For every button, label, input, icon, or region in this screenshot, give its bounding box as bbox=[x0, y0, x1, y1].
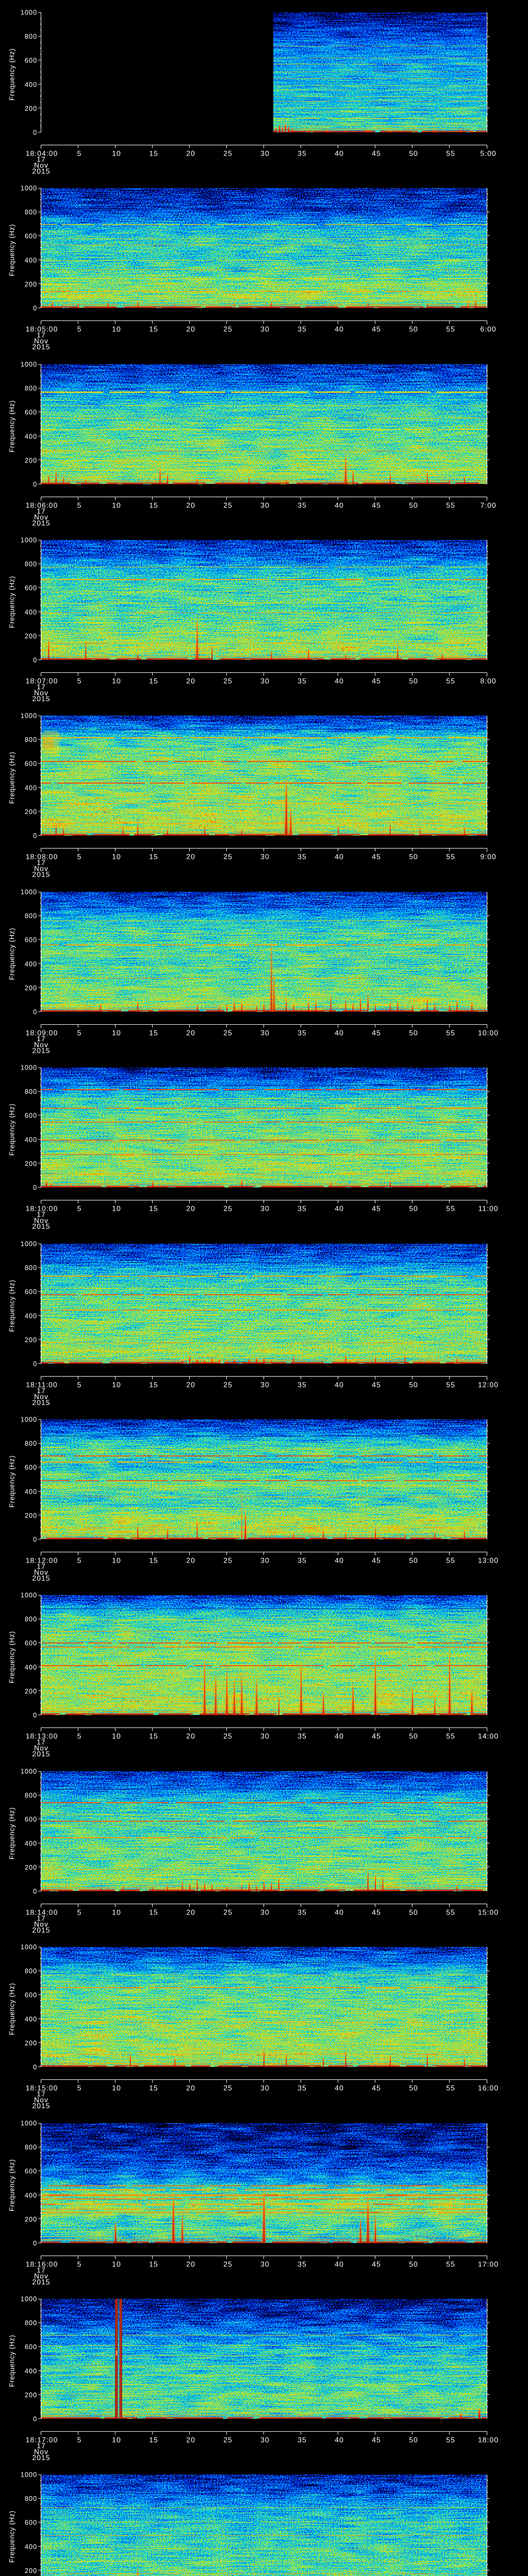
svg-text:2015: 2015 bbox=[32, 167, 50, 175]
svg-text:13:00: 13:00 bbox=[478, 1556, 499, 1565]
svg-text:2015: 2015 bbox=[32, 1046, 50, 1055]
svg-text:18:14:00: 18:14:00 bbox=[26, 1908, 58, 1917]
svg-text:7:00: 7:00 bbox=[480, 501, 496, 510]
svg-text:17: 17 bbox=[37, 2090, 46, 2098]
svg-text:Nov: Nov bbox=[34, 2096, 48, 2104]
svg-text:2015: 2015 bbox=[32, 870, 50, 878]
svg-text:2015: 2015 bbox=[32, 519, 50, 527]
svg-text:17: 17 bbox=[37, 507, 46, 515]
svg-text:18:13:00: 18:13:00 bbox=[26, 1732, 58, 1740]
svg-text:18:16:00: 18:16:00 bbox=[26, 2260, 58, 2268]
svg-text:Nov: Nov bbox=[34, 1041, 48, 1049]
svg-text:18:17:00: 18:17:00 bbox=[26, 2436, 58, 2444]
svg-text:18:08:00: 18:08:00 bbox=[26, 853, 58, 861]
svg-text:Nov: Nov bbox=[34, 513, 48, 521]
svg-text:17: 17 bbox=[37, 155, 46, 163]
svg-text:2015: 2015 bbox=[32, 2102, 50, 2110]
svg-text:18:10:00: 18:10:00 bbox=[26, 1205, 58, 1213]
svg-text:17:00: 17:00 bbox=[478, 2260, 499, 2268]
svg-text:Nov: Nov bbox=[34, 1920, 48, 1928]
svg-text:14:00: 14:00 bbox=[478, 1732, 499, 1740]
svg-text:Nov: Nov bbox=[34, 1393, 48, 1401]
svg-text:17: 17 bbox=[37, 1035, 46, 1043]
svg-text:17: 17 bbox=[37, 683, 46, 691]
svg-text:11:00: 11:00 bbox=[478, 1205, 499, 1213]
svg-text:Nov: Nov bbox=[34, 1744, 48, 1752]
svg-text:Nov: Nov bbox=[34, 865, 48, 873]
svg-text:18:00: 18:00 bbox=[478, 2436, 499, 2444]
svg-text:15:00: 15:00 bbox=[478, 1908, 499, 1917]
svg-text:18:11:00: 18:11:00 bbox=[26, 1381, 57, 1389]
svg-text:Nov: Nov bbox=[34, 2272, 48, 2280]
svg-text:17: 17 bbox=[37, 1562, 46, 1570]
svg-text:2015: 2015 bbox=[32, 1222, 50, 1230]
svg-text:5:00: 5:00 bbox=[480, 149, 496, 158]
svg-text:6:00: 6:00 bbox=[480, 325, 496, 333]
svg-text:17: 17 bbox=[37, 331, 46, 339]
svg-text:17: 17 bbox=[37, 1914, 46, 1922]
svg-text:Nov: Nov bbox=[34, 1568, 48, 1577]
svg-text:Nov: Nov bbox=[34, 2448, 48, 2456]
svg-text:18:06:00: 18:06:00 bbox=[26, 501, 58, 510]
svg-text:17: 17 bbox=[37, 2266, 46, 2274]
svg-text:2015: 2015 bbox=[32, 2453, 50, 2462]
svg-text:2015: 2015 bbox=[32, 343, 50, 351]
svg-text:18:12:00: 18:12:00 bbox=[26, 1556, 58, 1565]
svg-text:9:00: 9:00 bbox=[480, 853, 496, 861]
svg-text:17: 17 bbox=[37, 1386, 46, 1395]
svg-text:18:05:00: 18:05:00 bbox=[26, 325, 58, 333]
svg-text:18:04:00: 18:04:00 bbox=[26, 149, 58, 158]
svg-text:2015: 2015 bbox=[32, 1398, 50, 1406]
svg-text:18:15:00: 18:15:00 bbox=[26, 2084, 58, 2092]
svg-text:10:00: 10:00 bbox=[478, 1029, 499, 1037]
svg-text:16:00: 16:00 bbox=[478, 2084, 499, 2092]
svg-text:12:00: 12:00 bbox=[478, 1381, 499, 1389]
svg-text:2015: 2015 bbox=[32, 2278, 50, 2286]
svg-text:2015: 2015 bbox=[32, 1926, 50, 1934]
svg-text:18:07:00: 18:07:00 bbox=[26, 677, 58, 685]
svg-text:2015: 2015 bbox=[32, 694, 50, 703]
svg-text:18:09:00: 18:09:00 bbox=[26, 1029, 58, 1037]
svg-text:Nov: Nov bbox=[34, 161, 48, 170]
svg-text:2015: 2015 bbox=[32, 1574, 50, 1582]
svg-text:17: 17 bbox=[37, 1738, 46, 1746]
svg-text:Nov: Nov bbox=[34, 689, 48, 697]
svg-text:8:00: 8:00 bbox=[480, 677, 496, 685]
svg-text:17: 17 bbox=[37, 2442, 46, 2450]
svg-text:Nov: Nov bbox=[34, 337, 48, 345]
svg-text:17: 17 bbox=[37, 858, 46, 867]
svg-text:Nov: Nov bbox=[34, 1216, 48, 1225]
svg-text:2015: 2015 bbox=[32, 1750, 50, 1758]
svg-text:17: 17 bbox=[37, 1210, 46, 1218]
